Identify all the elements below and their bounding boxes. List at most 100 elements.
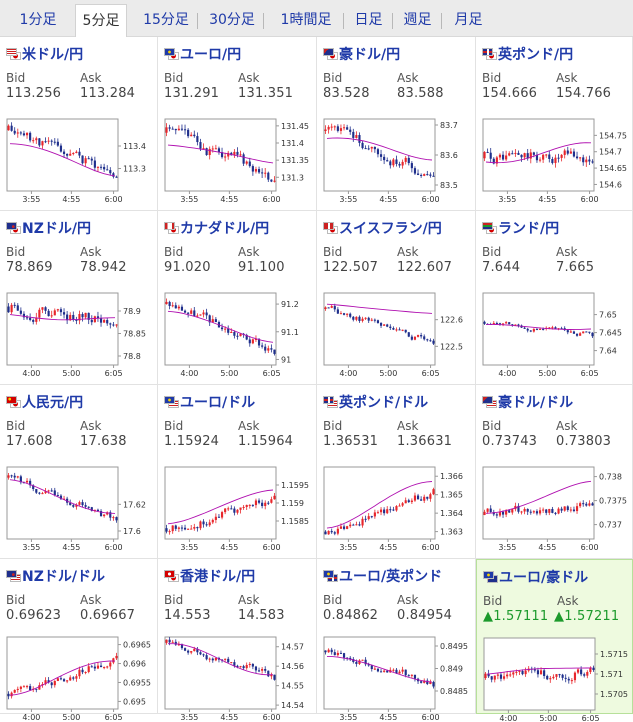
- currency-pair-card[interactable]: 米ドル/円 Bid Ask 113.256 113.284 113.4 113.3 3:55 4…: [0, 37, 158, 211]
- currency-pair-card[interactable]: 英ポンド/ドル Bid Ask 1.36531 1.36631 1.366 1.365 1.3…: [317, 385, 476, 559]
- y-tick-label: 0.8495: [440, 642, 468, 651]
- price-chart[interactable]: 1.1595 1.159 1.1585 3:55 4:55 6:00: [163, 465, 313, 551]
- tab-1[interactable]: 1分足: [19, 12, 57, 28]
- candle-body: [103, 320, 106, 323]
- candle-body: [370, 516, 373, 518]
- candle-body: [38, 309, 41, 318]
- candle-body: [227, 328, 230, 333]
- candle-body: [230, 508, 233, 510]
- candle-body: [193, 648, 196, 652]
- candle-body: [560, 508, 563, 511]
- price-chart[interactable]: 0.6965 0.696 0.6955 0.695 4:00 5:00 6:05: [5, 635, 155, 721]
- price-chart[interactable]: 122.6 122.5 4:00 5:00 6:05: [322, 291, 472, 377]
- candle-body: [355, 661, 358, 664]
- tab-8[interactable]: 月足: [454, 12, 483, 28]
- pair-name-link[interactable]: ユーロ/ドル: [180, 395, 256, 411]
- pair-name-link[interactable]: 英ポンド/円: [498, 47, 574, 63]
- y-tick-label: 14.54: [281, 701, 304, 710]
- currency-pair-card[interactable]: カナダドル/円 Bid Ask 91.020 91.100 91.2 91.1 91 4:00 5…: [158, 211, 317, 385]
- price-chart[interactable]: 113.4 113.3 3:55 4:55 6:00: [5, 117, 155, 203]
- tab-2[interactable]: 5分足: [75, 4, 127, 38]
- price-chart[interactable]: 91.2 91.1 91 4:00 5:00 6:05: [163, 291, 313, 377]
- pair-name-link[interactable]: 豪ドル/ドル: [498, 395, 574, 411]
- candle-body: [233, 662, 236, 666]
- currency-pair-card[interactable]: ユーロ/英ポンド Bid Ask 0.84862 0.84954 0.8495 0.849 0…: [317, 559, 476, 721]
- candle-body: [29, 480, 32, 486]
- currency-pair-card[interactable]: ランド/円 Bid Ask 7.644 7.665 7.65 7.645 7.64 4:00 5:…: [476, 211, 633, 385]
- candle-body: [492, 512, 495, 515]
- candle-body: [333, 532, 336, 534]
- currency-pair-card[interactable]: NZドル/円 Bid Ask 78.869 78.942 78.9 78.85 78.8 4:0…: [0, 211, 158, 385]
- pair-name-link[interactable]: ランド/円: [498, 221, 560, 237]
- price-chart[interactable]: 78.9 78.85 78.8 4:00 5:00 6:05: [5, 291, 155, 377]
- candle-body: [580, 669, 583, 675]
- candle-body: [254, 666, 258, 671]
- price-chart[interactable]: 1.5715 1.571 1.5705 4:00 5:00 6:05: [482, 636, 632, 722]
- tab-4[interactable]: 30分足: [209, 12, 255, 28]
- candle-body: [498, 154, 502, 158]
- candle-body: [10, 304, 13, 313]
- pair-name-link[interactable]: ユーロ/英ポンド: [339, 569, 443, 585]
- candle-body: [180, 527, 184, 529]
- candle-body: [373, 668, 376, 670]
- currency-pair-card[interactable]: ユーロ/円 Bid Ask 131.291 131.351 131.45 131.4 131.…: [158, 37, 317, 211]
- currency-pair-card[interactable]: ユーロ/ドル Bid Ask 1.15924 1.15964 1.1595 1.159 1.1…: [158, 385, 317, 559]
- currency-pair-card[interactable]: 豪ドル/ドル Bid Ask 0.73743 0.73803 0.738 0.7375 0.7…: [476, 385, 633, 559]
- price-chart[interactable]: 14.57 14.56 14.55 14.54 3:55 4:55 6:00: [163, 635, 313, 721]
- pair-name-link[interactable]: 米ドル/円: [22, 47, 84, 63]
- candle-body: [423, 680, 426, 683]
- price-chart[interactable]: 154.75 154.7 154.65 154.6 3:55 4:55 6:00: [481, 117, 631, 203]
- candle-body: [196, 648, 199, 653]
- pair-name-link[interactable]: 人民元/円: [22, 395, 84, 411]
- price-chart[interactable]: 131.45 131.4 131.35 131.3 3:55 4:55 6:00: [163, 117, 313, 203]
- candle-body: [199, 142, 202, 149]
- candle-body: [115, 655, 118, 659]
- pair-name-link[interactable]: ユーロ/豪ドル: [499, 570, 589, 586]
- pair-name-link[interactable]: 豪ドル/円: [339, 47, 401, 63]
- y-tick-label: 113.4: [123, 142, 146, 151]
- tab-7[interactable]: 週足: [403, 12, 432, 28]
- candle-body: [99, 665, 103, 668]
- price-chart[interactable]: 17.62 17.6 3:55 4:55 6:00: [5, 465, 155, 551]
- candle-body: [208, 522, 211, 526]
- candle-body: [548, 327, 551, 329]
- pair-name-link[interactable]: スイスフラン/円: [339, 221, 442, 237]
- candle-body: [103, 166, 106, 170]
- pair-name-link[interactable]: ユーロ/円: [180, 47, 242, 63]
- candle-body: [62, 312, 66, 315]
- tab-6[interactable]: 日足: [354, 12, 383, 28]
- candle-body: [93, 160, 96, 168]
- candle-body: [29, 132, 32, 141]
- pair-name-link[interactable]: 香港ドル/円: [180, 569, 256, 585]
- candle-body: [59, 145, 63, 152]
- currency-pair-card[interactable]: スイスフラン/円 Bid Ask 122.507 122.607 122.6 122.5 4:…: [317, 211, 476, 385]
- x-tick-label: 3:55: [22, 195, 40, 203]
- currency-pair-card[interactable]: 香港ドル/円 Bid Ask 14.553 14.583 14.57 14.56 14.55 1…: [158, 559, 317, 721]
- price-chart[interactable]: 0.738 0.7375 0.737 3:55 4:55 6:00: [481, 465, 631, 551]
- pair-name-link[interactable]: NZドル/ドル: [22, 569, 105, 585]
- candle-body: [93, 509, 96, 511]
- price-chart[interactable]: 7.65 7.645 7.64 4:00 5:00 6:05: [481, 291, 631, 377]
- tab-5[interactable]: 1時間足: [280, 12, 332, 28]
- currency-pair-card[interactable]: ユーロ/豪ドル Bid Ask ▲1.57111 ▲1.57211 1.5715 1.571…: [476, 559, 633, 722]
- candle-body: [78, 151, 81, 156]
- candle-body: [168, 301, 171, 306]
- currency-pair-card[interactable]: 豪ドル/円 Bid Ask 83.528 83.588 83.7 83.6 83.5 3:55 4…: [317, 37, 476, 211]
- y-tick-label: 83.7: [440, 121, 458, 130]
- price-chart[interactable]: 83.7 83.6 83.5 3:55 4:55 6:00: [322, 117, 472, 203]
- candle-body: [81, 155, 84, 164]
- price-chart[interactable]: 1.366 1.365 1.364 1.363 3:55 4:55 6:00: [322, 465, 472, 551]
- candle-body: [59, 678, 63, 680]
- currency-pair-card[interactable]: NZドル/ドル Bid Ask 0.69623 0.69667 0.6965 0.696 0.…: [0, 559, 158, 721]
- tab-3[interactable]: 15分足: [143, 12, 189, 28]
- pair-name-link[interactable]: 英ポンド/ドル: [339, 395, 429, 411]
- currency-pair-card[interactable]: 人民元/円 Bid Ask 17.608 17.638 17.62 17.6 3:55 4:55…: [0, 385, 158, 559]
- price-chart[interactable]: 0.8495 0.849 0.8485 3:55 4:55 6:00: [322, 635, 472, 721]
- pair-name-link[interactable]: カナダドル/円: [180, 221, 270, 237]
- price-chart-svg: 0.738 0.7375 0.737 3:55 4:55 6:00: [482, 466, 627, 551]
- candle-body: [585, 503, 588, 506]
- currency-pair-card[interactable]: 英ポンド/円 Bid Ask 154.666 154.766 154.75 154.7 154…: [476, 37, 633, 211]
- candle-body: [62, 151, 66, 154]
- pair-name-link[interactable]: NZドル/円: [22, 221, 91, 237]
- price-chart-svg: 0.6965 0.696 0.6955 0.695 4:00 5:00 6:05: [6, 636, 151, 721]
